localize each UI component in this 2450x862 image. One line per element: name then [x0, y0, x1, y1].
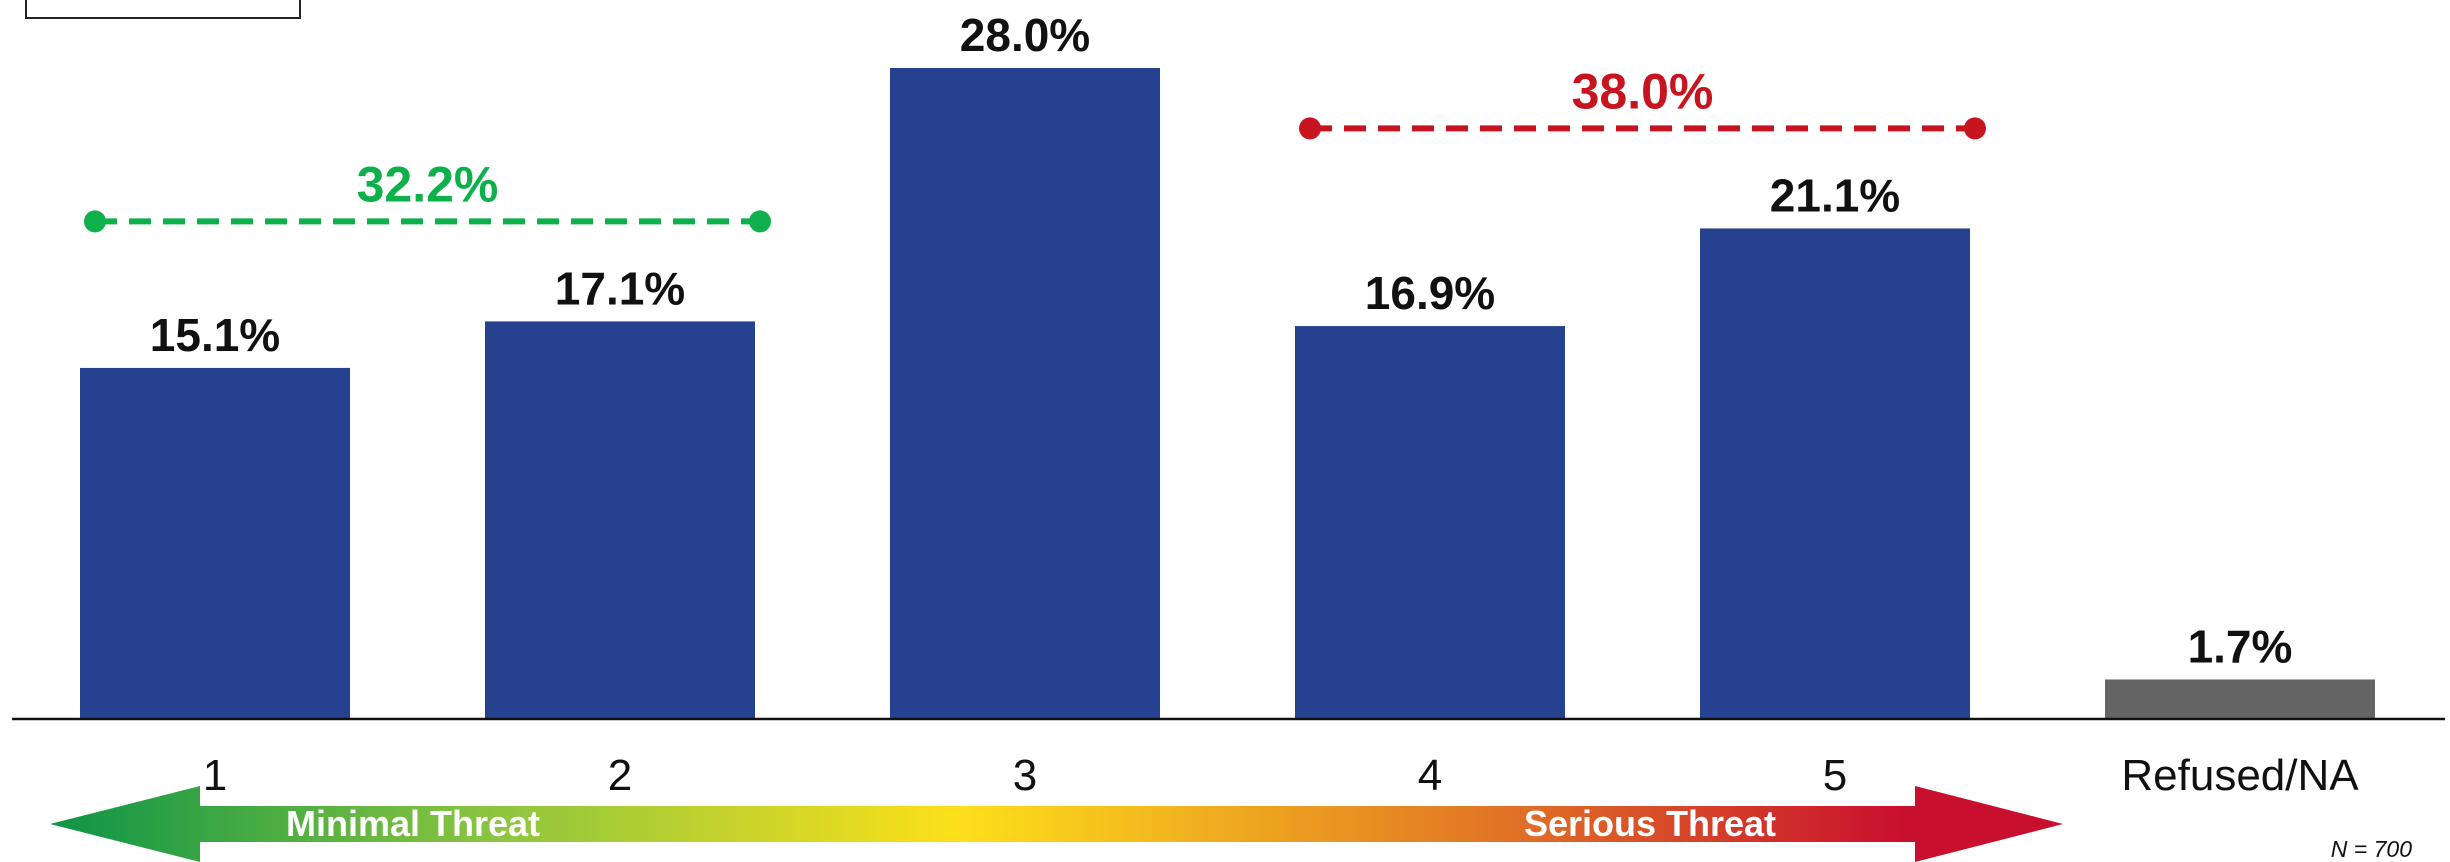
- legend-box: [25, 0, 301, 19]
- scale-high-label: Serious Threat: [1524, 803, 1776, 844]
- bar-value-label: 28.0%: [960, 9, 1090, 61]
- group-bracket-start-dot: [1299, 117, 1321, 140]
- category-label: 5: [1823, 751, 1847, 800]
- sample-size-note: N = 700: [2331, 836, 2412, 862]
- category-label: 1: [203, 751, 227, 800]
- bars-group: [80, 68, 2375, 720]
- bar-4: [1295, 326, 1565, 719]
- group-bracket-end-dot: [1964, 117, 1986, 140]
- bar-3: [890, 68, 1160, 719]
- bar-value-label: 17.1%: [555, 262, 685, 314]
- threat-scale-arrow: [50, 786, 2063, 862]
- bar-1: [80, 367, 350, 719]
- category-label: 3: [1013, 751, 1037, 800]
- group-bracket-start-dot: [84, 210, 106, 233]
- category-label: Refused/NA: [2121, 751, 2359, 800]
- bar-2: [485, 321, 755, 719]
- bar-value-label: 1.7%: [2188, 620, 2293, 672]
- category-label: 4: [1418, 751, 1442, 800]
- bar-6: [2105, 679, 2375, 719]
- bar-value-label: 21.1%: [1770, 169, 1900, 221]
- group-total-label: 32.2%: [357, 156, 499, 212]
- value-labels-group: 15.1% 17.1% 28.0% 16.9% 21.1% 1.7%: [150, 9, 2293, 672]
- scale-low-label: Minimal Threat: [286, 803, 540, 844]
- group-total-label: 38.0%: [1572, 63, 1714, 119]
- group-brackets: 32.2% 38.0%: [84, 63, 1986, 233]
- bar-value-label: 15.1%: [150, 309, 280, 361]
- category-label: 2: [608, 751, 632, 800]
- group-bracket-end-dot: [749, 210, 771, 233]
- bar-5: [1700, 228, 1970, 720]
- category-labels-group: 1 2 3 4 5 Refused/NA: [203, 751, 2360, 800]
- bar-value-label: 16.9%: [1365, 267, 1495, 319]
